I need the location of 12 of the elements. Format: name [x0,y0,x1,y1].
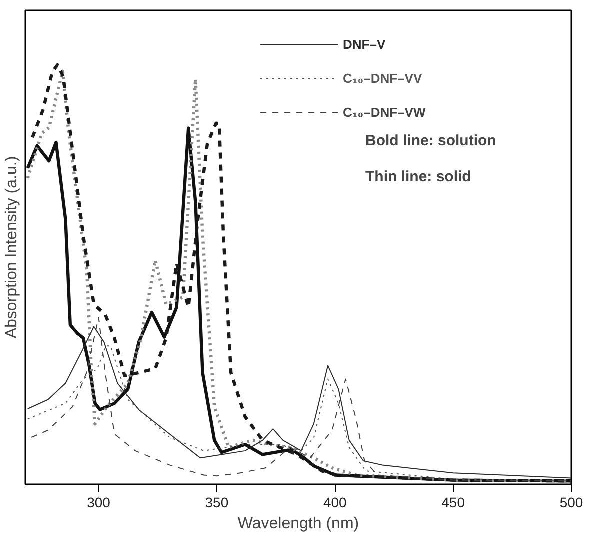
x-tick-label: 400 [323,494,348,510]
annotation: Bold line: solution [366,132,496,150]
text: C₁₀–DNF–VV [343,70,422,86]
y-axis-title: Absorption Intensity (a.u.) [4,156,20,339]
x-tick-label: 450 [442,494,466,510]
x-tick-label: 350 [205,494,229,510]
x-tick-label: 500 [560,494,584,510]
text: DNF–V [343,36,386,52]
x-tick-label: 300 [87,494,111,510]
annotation: Thin line: solid [366,168,472,186]
text: C₁₀–DNF–VW [343,104,426,120]
x-axis-title: Wavelength (nm) [238,516,360,532]
